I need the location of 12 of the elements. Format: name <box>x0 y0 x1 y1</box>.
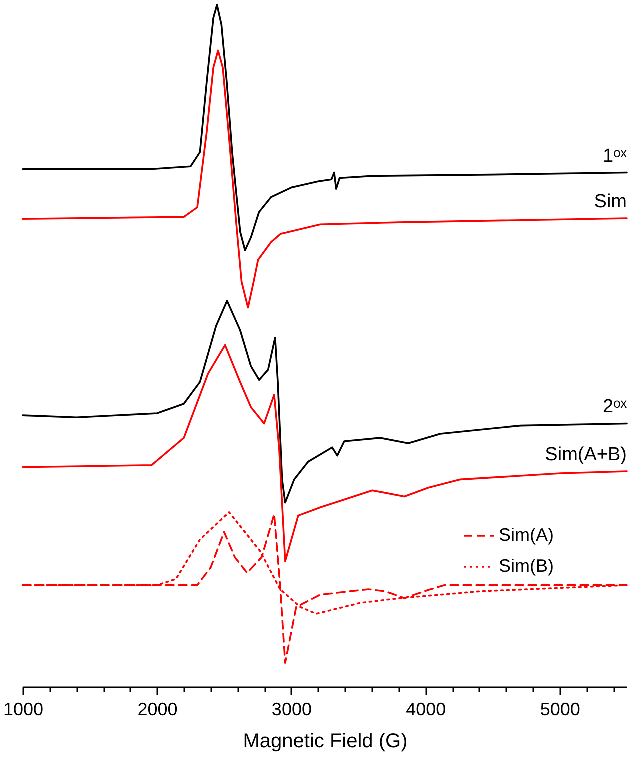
x-tick-label: 2000 <box>138 700 178 720</box>
series-label: Sim(A+B) <box>545 444 627 466</box>
x-tick-label: 5000 <box>540 700 580 720</box>
legend-label: Sim(A) <box>499 525 554 545</box>
x-axis-title: Magnetic Field (G) <box>243 730 408 752</box>
x-tick-label: 3000 <box>272 700 312 720</box>
series-label: 1ᵒˣ <box>603 146 628 167</box>
x-tick-label: 1000 <box>3 700 44 720</box>
series-label: Sim <box>594 191 627 212</box>
legend-label: Sim(B) <box>499 556 554 576</box>
x-tick-label: 4000 <box>406 700 446 720</box>
series-label: 2ᵒˣ <box>603 396 628 418</box>
